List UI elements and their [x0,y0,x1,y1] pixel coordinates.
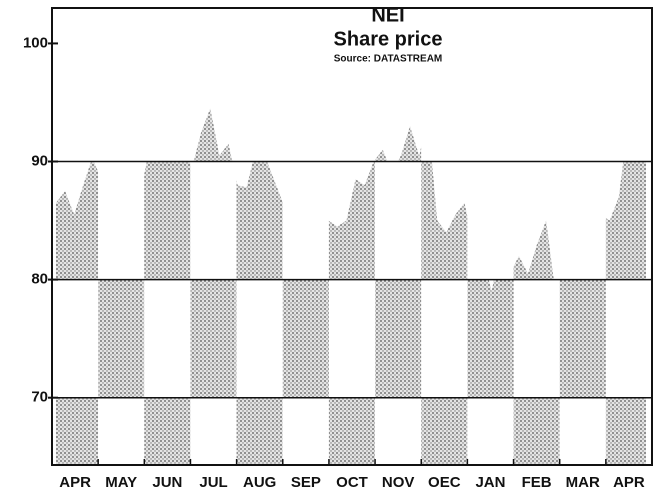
stipple-cell [606,8,652,43]
stipple-cell [282,279,329,398]
stipple-cell [467,161,514,280]
stipple-cell [328,279,376,398]
stipple-cell [236,161,283,280]
stipple-cell [190,8,236,43]
stipple-cell [605,397,646,465]
stipple-cell [560,8,606,43]
stipple-cell [375,397,422,465]
x-tick-label: NOV [382,474,415,491]
plot-frame [51,7,653,466]
stipple-cell [98,8,144,43]
stipple-background [52,8,652,465]
stipple-cell [144,8,190,43]
x-tick-label: JUN [152,474,182,491]
stipple-cell [236,84,283,162]
source-note: Source: DATASTREAM [334,54,443,65]
stipple-cell [190,84,237,162]
x-tick-label: APR [613,474,645,491]
x-tick-label: SEP [291,474,321,491]
stipple-cell [237,8,283,43]
stipple-cell [375,161,422,280]
stipple-cell [98,84,145,162]
stipple-cell [236,397,283,465]
stipple-cell [559,397,606,465]
stipple-cell [513,279,560,398]
stipple-cell [605,161,646,280]
x-tick-label: MAY [105,474,137,491]
x-tick-label: FEB [522,474,552,491]
stipple-cell [282,161,329,280]
stipple-cell [421,279,468,398]
stipple-cell [328,161,376,280]
stipple-cell [283,8,329,43]
stipple-cell [144,279,191,398]
x-tick-label: JUL [199,474,227,491]
stipple-cell [513,397,560,465]
stipple-cell [513,84,560,162]
stipple-cell [514,8,560,43]
stipple-cell [190,279,237,398]
chart-title: NEI [371,4,404,26]
stipple-cell [98,397,145,465]
stipple-cell [144,397,191,465]
stipple-cell [605,279,646,398]
stipple-cell [467,8,513,43]
stipple-cell [421,397,468,465]
stipple-cell [190,397,237,465]
stipple-cell [421,161,468,280]
x-tick-label: OCT [336,474,368,491]
stipple-cell [56,397,99,465]
stipple-cell [236,279,283,398]
stipple-cell [98,279,145,398]
stipple-cell [605,84,646,162]
stipple-cell [190,161,237,280]
stipple-cell [559,161,606,280]
stipple-cell [467,84,514,162]
stipple-cell [56,84,99,162]
stipple-cell [328,397,376,465]
stipple-cell [56,279,99,398]
stipple-cell [144,161,191,280]
x-tick-label: JAN [475,474,505,491]
x-tick-label: MAR [566,474,600,491]
y-tick-label: 70 [31,389,48,406]
stipple-cell [467,397,514,465]
chart-subtitle: Share price [334,28,443,50]
stipple-cell [513,161,560,280]
y-tick-label: 80 [31,271,48,288]
stipple-cell [98,161,145,280]
stipple-cell [52,8,98,43]
y-tick-label: 100 [23,34,48,51]
stipple-cell [559,84,606,162]
x-tick-label: OEC [428,474,461,491]
stipple-cell [375,279,422,398]
stipple-cell [144,84,191,162]
y-tick-label: 90 [31,152,48,169]
stipple-cell [559,279,606,398]
stipple-cell [56,161,99,280]
stipple-cell [282,397,329,465]
stipple-cell [467,279,514,398]
x-tick-label: AUG [243,474,276,491]
x-tick-label: APR [59,474,91,491]
stipple-cell [282,84,329,162]
